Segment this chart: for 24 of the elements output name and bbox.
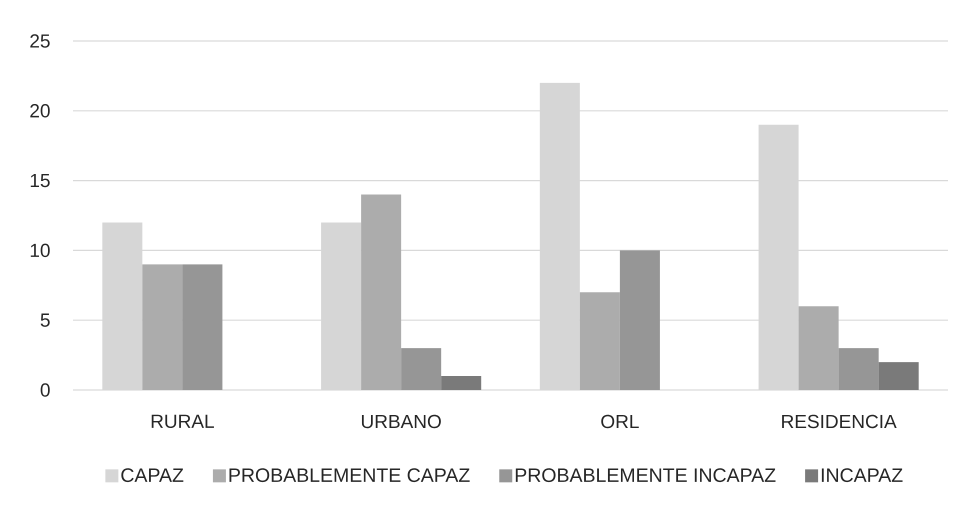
y-tick-label: 5 [40, 314, 50, 327]
x-tick-label: RURAL [152, 414, 214, 428]
bar [838, 348, 879, 390]
x-tick-label: URBANO [362, 414, 441, 428]
bar [580, 292, 620, 390]
y-tick-label: 0 [40, 383, 50, 397]
y-tick-label: 25 [30, 34, 50, 48]
bar [182, 264, 222, 390]
bar [878, 362, 919, 390]
legend-label: PROBABLEMENTE INCAPAZ [516, 468, 776, 482]
bar [142, 264, 182, 390]
x-tick-label: RESIDENCIA [782, 414, 897, 428]
y-tick-label: 20 [30, 104, 50, 118]
y-tick-label: 10 [30, 244, 50, 258]
bar [441, 376, 482, 390]
bar [401, 348, 442, 390]
legend-label: CAPAZ [121, 468, 184, 482]
x-tick-label: ORL [601, 414, 639, 428]
legend-label: PROBABLEMENTE CAPAZ [230, 468, 470, 482]
bar [361, 194, 402, 390]
bar [798, 306, 839, 390]
bar [620, 250, 660, 390]
y-tick-label: 15 [30, 174, 50, 188]
legend-label: INCAPAZ [822, 468, 903, 482]
